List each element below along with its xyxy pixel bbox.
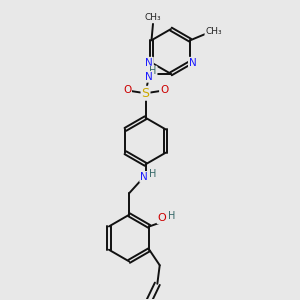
Text: O: O — [123, 85, 131, 95]
Text: N: N — [140, 172, 148, 182]
Text: N: N — [145, 72, 153, 82]
Text: H: H — [168, 211, 175, 221]
Text: H: H — [149, 169, 157, 179]
Text: CH₃: CH₃ — [145, 14, 161, 22]
Text: H: H — [149, 67, 157, 76]
Text: S: S — [142, 87, 149, 100]
Text: CH₃: CH₃ — [205, 27, 222, 36]
Text: N: N — [145, 58, 153, 68]
Text: O: O — [158, 213, 166, 223]
Text: N: N — [189, 58, 196, 68]
Text: O: O — [160, 85, 168, 95]
